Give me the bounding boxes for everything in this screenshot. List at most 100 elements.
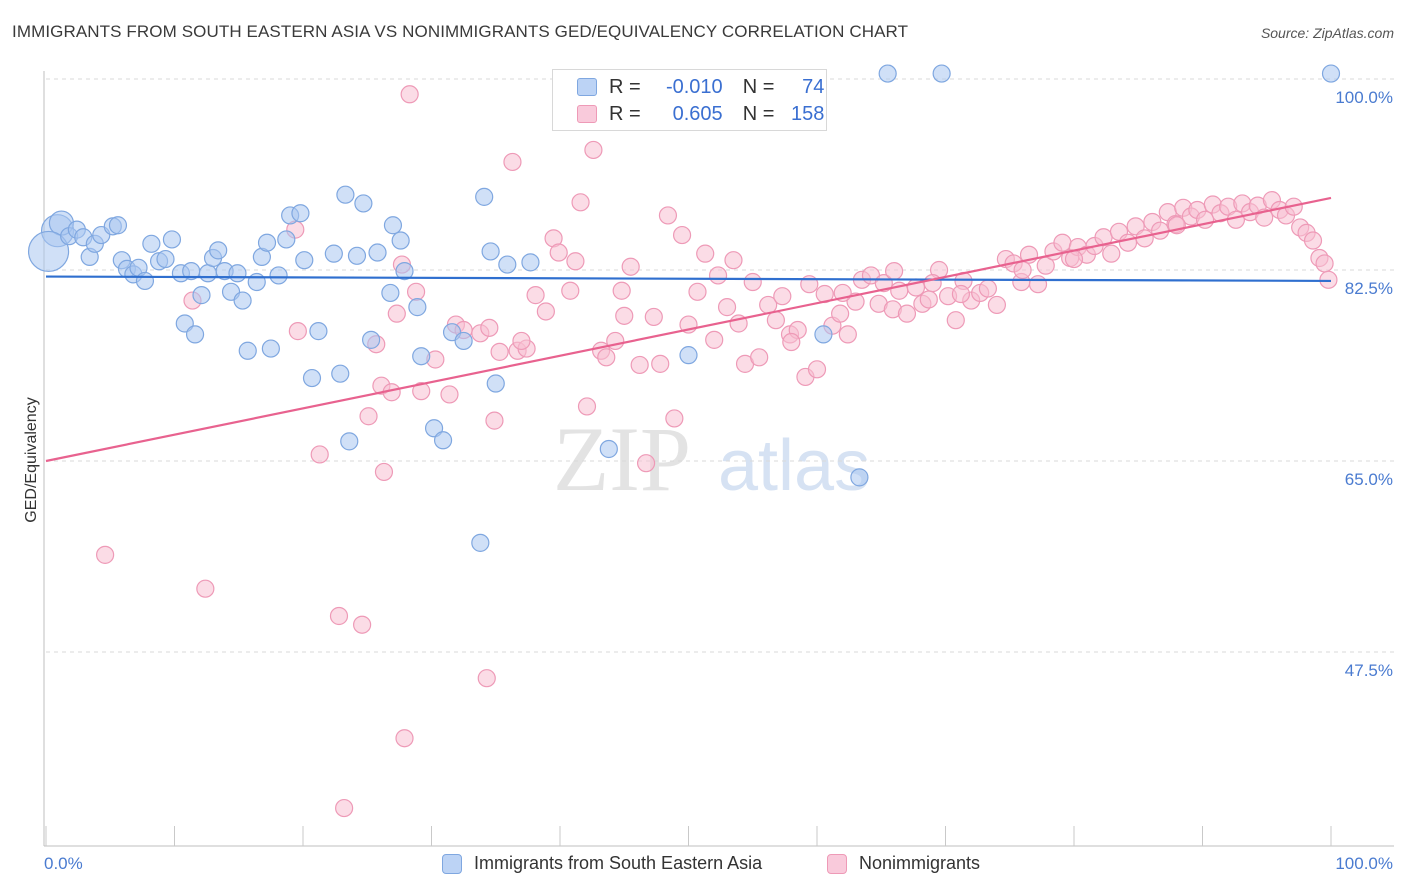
immigrants-point — [261, 339, 280, 358]
immigrants-point — [257, 233, 277, 252]
series-legend: Immigrants from South Eastern Asia Nonim… — [0, 850, 1406, 878]
nonimmigrants-point — [512, 331, 531, 351]
y-tick-label-2: 65.0% — [1345, 470, 1393, 489]
immigrants-point — [277, 230, 296, 249]
nonimmigrants-point — [597, 348, 616, 367]
legend-n-key: N = — [742, 75, 775, 98]
immigrants-point — [347, 246, 367, 265]
immigrants-point — [679, 346, 698, 365]
nonimmigrants-point — [897, 304, 917, 323]
nonimmigrants-point — [335, 798, 354, 818]
immigrants-point — [486, 374, 505, 393]
legend-label: Nonimmigrants — [859, 853, 981, 873]
nonimmigrants-point — [1053, 233, 1072, 252]
x-tick-label-max: 100.0% — [1335, 854, 1393, 873]
immigrants-point — [192, 286, 211, 305]
nonimmigrants-point — [440, 385, 459, 404]
nonimmigrants-point — [750, 348, 769, 367]
immigrants-point — [324, 244, 343, 263]
legend-r-value: -0.010 — [665, 75, 723, 98]
immigrants-point — [408, 298, 427, 317]
immigrants-point — [362, 330, 381, 349]
immigrants-point — [395, 261, 414, 281]
legend-swatch-pink — [577, 105, 597, 123]
immigrants-point — [198, 264, 218, 283]
nonimmigrants-point — [1028, 275, 1048, 294]
nonimmigrants-point — [946, 311, 965, 330]
grid-lines — [46, 78, 1394, 653]
nonimmigrants-point — [923, 273, 942, 293]
immigrants-point — [498, 255, 517, 274]
nonimmigrants-point — [571, 193, 590, 212]
nonimmigrants-point — [310, 445, 329, 464]
immigrants-point — [331, 364, 350, 383]
legend-swatch-blue — [442, 853, 462, 874]
nonimmigrants-point — [919, 290, 938, 309]
immigrants-point — [814, 325, 833, 344]
immigrants-point — [336, 185, 355, 204]
immigrants-point — [27, 230, 70, 273]
immigrants-point — [850, 468, 869, 487]
nonimmigrants-point — [651, 354, 670, 373]
legend-item-immigrants: Immigrants from South Eastern Asia — [442, 853, 762, 874]
nonimmigrants-point — [526, 286, 545, 305]
nonimmigrants-point — [485, 411, 504, 430]
nonimmigrants-point — [708, 266, 728, 285]
immigrants-point — [295, 251, 314, 270]
nonimmigrants-point — [696, 244, 715, 263]
immigrants-point — [135, 271, 155, 291]
nonimmigrants-point — [672, 225, 692, 245]
legend-n-value: 74 — [802, 75, 825, 98]
nonimmigrants-point — [987, 295, 1007, 315]
nonimmigrants-point — [1102, 244, 1121, 263]
nonimmigrants-point — [536, 302, 555, 321]
nonimmigrants-point — [846, 292, 865, 311]
immigrants-point — [247, 272, 266, 292]
nonimmigrants-point — [412, 382, 431, 401]
immigrants-point — [481, 242, 500, 261]
y-tick-label-1: 82.5% — [1345, 279, 1393, 298]
legend-swatch-blue — [577, 78, 597, 96]
nonimmigrants-points — [96, 85, 1338, 818]
nonimmigrants-point — [724, 251, 743, 270]
axes — [43, 71, 1394, 847]
y-axis-label: GED/Equivalency — [23, 397, 40, 522]
immigrants-point — [309, 322, 328, 341]
nonimmigrants-point — [1315, 254, 1334, 273]
immigrants-point — [599, 439, 618, 459]
immigrants-point — [878, 64, 897, 83]
nonimmigrants-point — [978, 279, 998, 298]
legend-r-key: R = — [609, 102, 641, 125]
nonimmigrants-point — [782, 332, 801, 352]
nonimmigrants-point — [490, 342, 509, 361]
nonimmigrants-point — [884, 261, 904, 281]
immigrants-point — [302, 368, 322, 388]
legend-swatch-pink — [827, 853, 847, 874]
watermark-atlas: atlas — [718, 426, 870, 506]
nonimmigrants-point — [288, 322, 307, 341]
watermark-zip: ZIP — [553, 408, 691, 510]
nonimmigrants-point — [400, 85, 419, 104]
nonimmigrants-point — [1118, 233, 1138, 252]
nonimmigrants-point — [773, 287, 792, 306]
immigrants-point — [475, 187, 494, 206]
nonimmigrants-point — [329, 606, 349, 626]
chart-title: IMMIGRANTS FROM SOUTH EASTERN ASIA VS NO… — [12, 22, 909, 41]
immigrants-points — [27, 64, 1341, 552]
nonimmigrants-point — [644, 307, 663, 327]
immigrants-point — [471, 533, 490, 552]
immigrants-point — [454, 331, 473, 351]
source-credit: Source: ZipAtlas.com — [1260, 25, 1394, 41]
legend-r-key: R = — [609, 75, 641, 98]
immigrants-point — [233, 291, 252, 310]
immigrants-point — [391, 231, 410, 250]
nonimmigrants-point — [831, 304, 850, 323]
immigrants-point — [1321, 64, 1341, 83]
nonimmigrants-point — [665, 409, 684, 428]
immigrants-point — [368, 243, 387, 262]
nonimmigrants-point — [566, 252, 585, 271]
nonimmigrants-point — [549, 243, 568, 262]
nonimmigrants-point — [658, 206, 678, 225]
legend-n-value: 158 — [791, 102, 825, 125]
immigrants-point — [156, 249, 175, 269]
